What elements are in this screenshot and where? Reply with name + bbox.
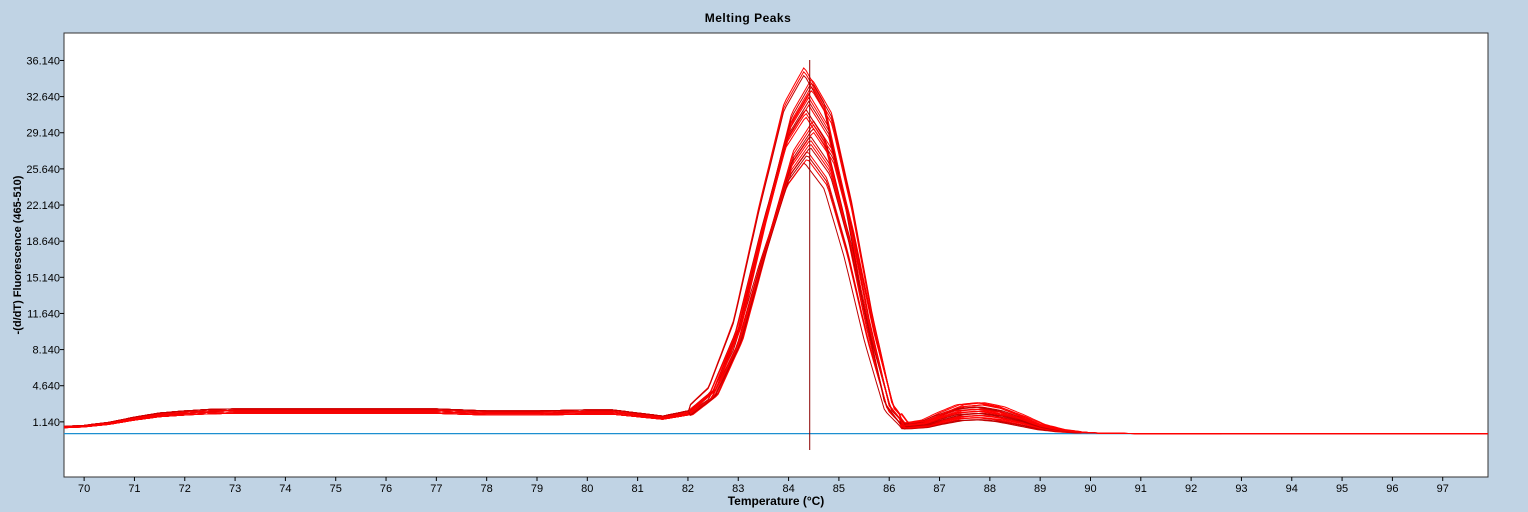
x-tick-label: 72 <box>179 483 191 495</box>
x-axis-label: Temperature (°C) <box>727 494 825 508</box>
x-tick-label: 88 <box>984 483 996 495</box>
x-tick-label: 97 <box>1437 483 1449 495</box>
x-tick-label: 74 <box>279 483 291 495</box>
x-tick-label: 86 <box>883 483 895 495</box>
y-tick-label: 11.640 <box>27 308 60 320</box>
y-tick-label: 25.640 <box>26 164 60 176</box>
x-tick-label: 70 <box>78 483 90 495</box>
x-tick-label: 90 <box>1084 483 1096 495</box>
sample-curve <box>63 104 1222 435</box>
x-tick-label: 92 <box>1185 483 1197 495</box>
sample-curve <box>63 131 1222 435</box>
x-tick-label: 87 <box>933 483 945 495</box>
x-tick-label: 78 <box>481 483 493 495</box>
x-tick-label: 80 <box>581 483 593 495</box>
x-tick-label: 73 <box>229 483 241 495</box>
x-tick-label: 95 <box>1336 483 1348 495</box>
x-tick-label: 83 <box>732 483 744 495</box>
x-tick-label: 94 <box>1286 483 1298 495</box>
x-tick-label: 89 <box>1034 483 1046 495</box>
y-tick-label: 15.140 <box>26 272 60 284</box>
x-tick-label: 93 <box>1235 483 1247 495</box>
y-tick-label: 22.140 <box>26 200 60 212</box>
x-tick-label: 84 <box>782 483 794 495</box>
x-tick-label: 71 <box>128 483 140 495</box>
x-tick-label: 81 <box>632 483 644 495</box>
x-tick-label: 75 <box>330 483 342 495</box>
y-tick-label: 4.640 <box>32 381 60 393</box>
y-tick-label: 1.140 <box>32 417 60 429</box>
y-tick-label: 36.140 <box>26 55 60 67</box>
x-tick-label: 76 <box>380 483 392 495</box>
x-tick-label: 91 <box>1135 483 1147 495</box>
sample-curve <box>63 147 1081 433</box>
x-tick-label: 82 <box>682 483 694 495</box>
plot-area <box>63 32 1489 478</box>
x-tick-label: 96 <box>1386 483 1398 495</box>
x-tick-label: 79 <box>531 483 543 495</box>
chart-title: Melting Peaks <box>704 11 792 25</box>
y-tick-label: 8.140 <box>32 345 60 357</box>
x-tick-label: 85 <box>833 483 845 495</box>
x-tick-label: 77 <box>430 483 442 495</box>
y-tick-label: 32.640 <box>26 92 60 104</box>
y-tick-label: 18.640 <box>26 236 60 248</box>
y-tick-label: 29.140 <box>26 128 60 140</box>
